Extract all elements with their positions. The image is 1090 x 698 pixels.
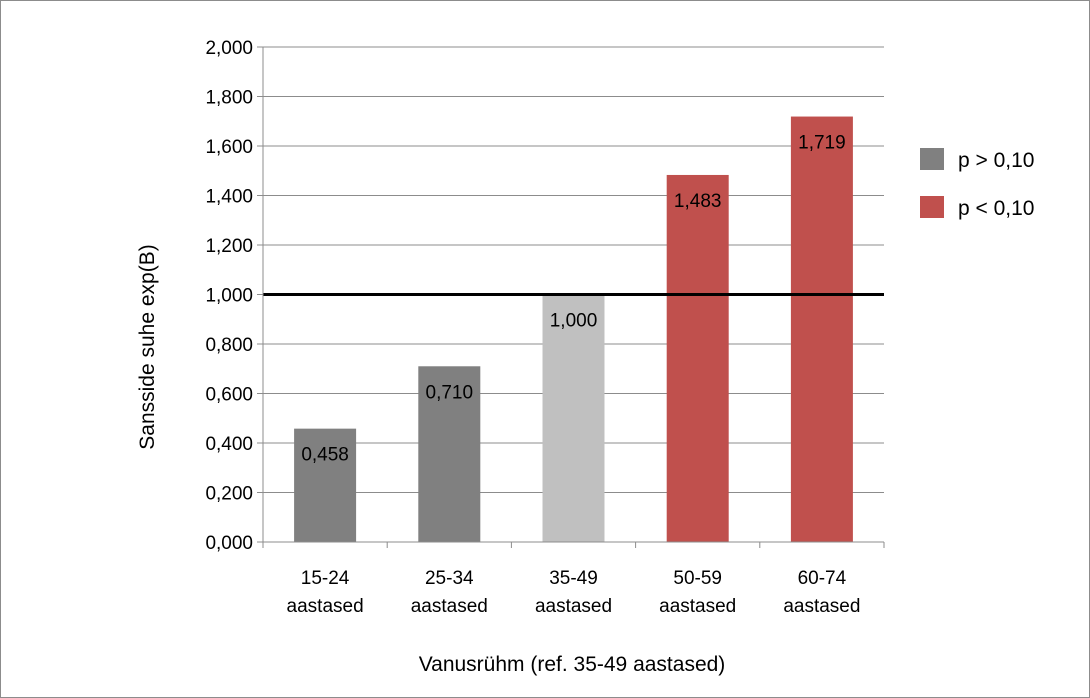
x-tick-label: aastased [287, 596, 364, 617]
legend-label: p < 0,10 [958, 197, 1034, 220]
data-labels: 0,458 0,710 1,000 1,483 1,719 [301, 133, 845, 466]
axes: 0,000 0,200 0,400 0,600 0,800 1,000 1,200 1,400… [205, 38, 885, 617]
bar [666, 174, 729, 542]
y-tick-label: 0,800 [205, 335, 253, 356]
bars [294, 116, 853, 543]
legend-label: p > 0,10 [958, 149, 1034, 172]
y-tick-label: 1,200 [205, 236, 253, 257]
y-tick-label: 0,000 [205, 533, 253, 554]
data-label: 1,000 [550, 311, 598, 332]
legend-swatch [920, 148, 944, 170]
y-tick-label: 1,800 [205, 88, 253, 109]
y-tick-label: 1,000 [205, 286, 253, 307]
y-tick-label: 0,200 [205, 484, 253, 505]
x-tick-label: aastased [411, 596, 488, 617]
data-label: 0,710 [426, 382, 474, 403]
x-tick-label: 35-49 [549, 568, 598, 589]
bar [294, 428, 357, 542]
y-tick-label: 2,000 [205, 38, 253, 59]
legend-swatch [920, 196, 944, 218]
bar [542, 294, 605, 542]
x-tick-label: 50-59 [673, 568, 722, 589]
y-tick-label: 1,600 [205, 137, 253, 158]
x-tick-label: aastased [783, 596, 860, 617]
y-tick-label: 0,400 [205, 434, 253, 455]
x-tick-label: 60-74 [798, 568, 847, 589]
y-tick-label: 1,400 [205, 187, 253, 208]
x-tick-label: aastased [659, 596, 736, 617]
data-label: 1,483 [674, 191, 722, 212]
bar [790, 116, 853, 543]
data-label: 0,458 [301, 445, 349, 466]
legend: p > 0,10 p < 0,10 [920, 148, 1034, 220]
x-tick-label: aastased [535, 596, 612, 617]
x-axis-title: Vanusrühm (ref. 35-49 aastased) [419, 653, 726, 676]
y-axis-title: Sansside suhe exp(B) [136, 244, 159, 449]
y-tick-label: 0,600 [205, 385, 253, 406]
x-tick-label: 25-34 [425, 568, 474, 589]
data-label: 1,719 [798, 133, 846, 154]
bar [418, 366, 481, 542]
x-tick-label: 15-24 [301, 568, 350, 589]
